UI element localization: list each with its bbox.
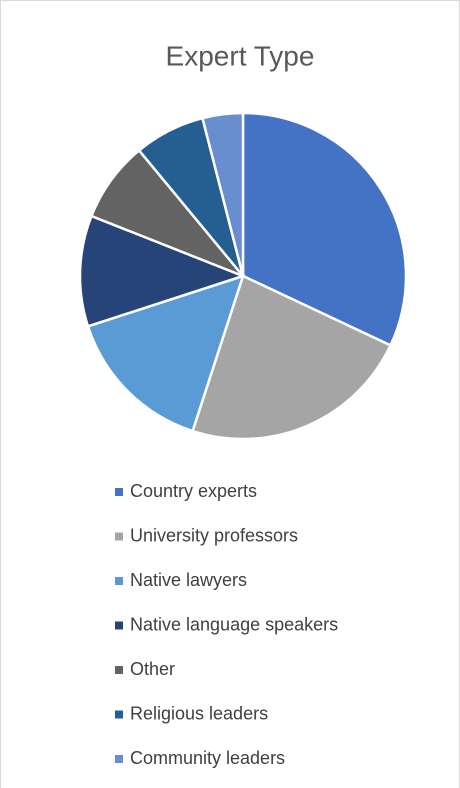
- chart-title: Expert Type: [166, 40, 315, 71]
- legend-swatch: [115, 621, 123, 630]
- legend-swatch: [115, 577, 123, 585]
- legend-label: Native lawyers: [130, 570, 247, 590]
- legend-label: Native language speakers: [130, 614, 338, 634]
- legend-label: Country experts: [130, 481, 257, 501]
- legend-swatch: [115, 532, 123, 541]
- legend-swatch: [115, 666, 123, 674]
- legend-label: Religious leaders: [130, 703, 268, 723]
- pie-slice: [78, 214, 247, 328]
- legend-swatch: [115, 710, 123, 719]
- legend-label: University professors: [130, 525, 298, 545]
- legend-swatch: [115, 755, 123, 763]
- pie-slice: [200, 111, 245, 277]
- pie-slice: [241, 111, 408, 348]
- legend-label: Other: [130, 659, 175, 679]
- legend-swatch: [115, 488, 123, 496]
- legend-label: Community leaders: [130, 748, 285, 768]
- pie-slice: [191, 274, 393, 441]
